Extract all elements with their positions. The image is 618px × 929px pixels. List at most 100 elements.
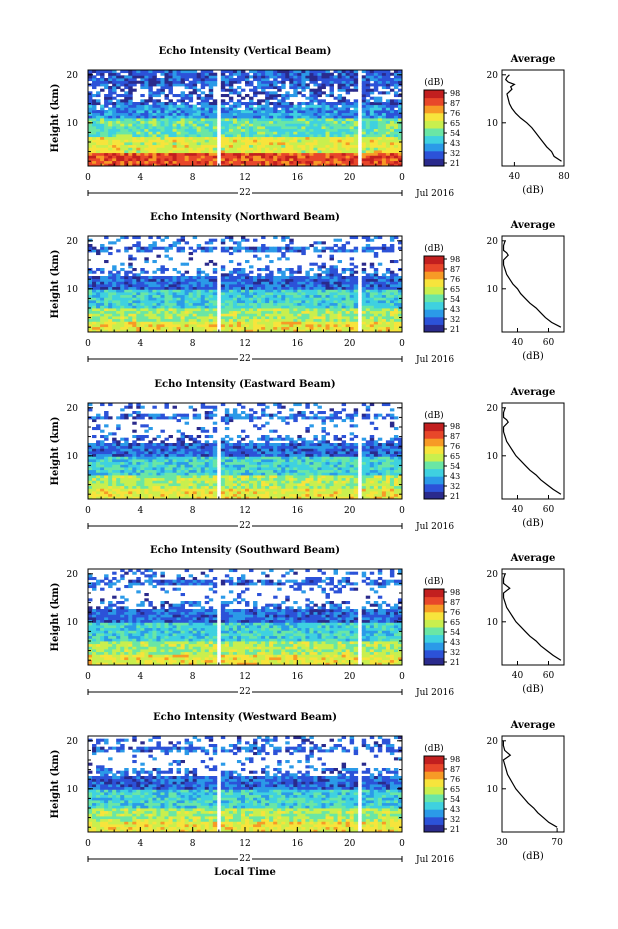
heatmap-cell — [293, 163, 298, 167]
heatmap-cell — [333, 126, 338, 130]
heatmap-cell — [104, 115, 109, 119]
heatmap-cell — [108, 147, 113, 151]
heatmap-cell — [232, 144, 238, 148]
heatmap-cell — [88, 294, 93, 298]
heatmap-cell — [265, 313, 270, 317]
heatmap-cell — [88, 78, 93, 82]
heatmap-cell — [104, 131, 109, 135]
heatmap-cell — [253, 139, 258, 143]
heatmap-cell — [132, 104, 137, 108]
heatmap-cell — [200, 313, 206, 317]
heatmap-cell — [188, 284, 194, 288]
heatmap-cell — [289, 292, 294, 296]
heatmap-cell — [285, 120, 290, 124]
heatmap-cell — [212, 302, 218, 306]
heatmap-cell — [168, 144, 173, 148]
heatmap-cell — [232, 158, 238, 162]
heatmap-cell — [132, 123, 137, 127]
heatmap-cell — [124, 120, 129, 124]
heatmap-cell — [200, 126, 206, 130]
heatmap-cell — [120, 144, 125, 148]
heatmap-cell — [132, 120, 137, 124]
colorbar-swatch — [424, 112, 444, 121]
heatmap-cell — [381, 246, 387, 250]
heatmap-cell — [281, 326, 286, 330]
x-tick-label: 8 — [190, 173, 196, 183]
heatmap-cell — [108, 120, 113, 124]
heatmap-cell — [313, 155, 318, 159]
heatmap-cell — [289, 78, 294, 82]
heatmap-cell — [341, 96, 347, 100]
heatmap-cell — [124, 75, 129, 79]
heatmap-cell — [104, 493, 109, 497]
heatmap-cell — [397, 493, 403, 497]
heatmap-cell — [397, 300, 403, 304]
heatmap-cell — [236, 112, 242, 116]
heatmap-cell — [112, 286, 117, 290]
heatmap-cell — [228, 142, 234, 146]
heatmap-cell — [397, 302, 403, 306]
heatmap-cell — [180, 318, 186, 322]
heatmap-cell — [377, 123, 383, 127]
heatmap-cell — [317, 70, 322, 74]
heatmap-cell — [136, 80, 141, 84]
heatmap-cell — [228, 292, 234, 296]
heatmap-cell — [361, 318, 367, 322]
heatmap-cell — [253, 94, 258, 98]
month-label: Jul 2016 — [415, 189, 454, 199]
heatmap-cell — [208, 147, 214, 151]
heatmap-cell — [285, 147, 290, 151]
heatmap-cell — [188, 281, 194, 285]
heatmap-cell — [148, 94, 153, 98]
heatmap-cell — [281, 134, 286, 138]
heatmap-cell — [245, 134, 250, 138]
heatmap-cell — [321, 324, 326, 328]
heatmap-cell — [269, 278, 274, 282]
heatmap-cell — [393, 491, 399, 495]
heatmap-cell — [236, 144, 242, 148]
heatmap-cell — [172, 110, 177, 114]
heatmap-cell — [176, 289, 181, 293]
heatmap-cell — [88, 278, 93, 282]
heatmap-cell — [104, 123, 109, 127]
heatmap-cell — [184, 131, 190, 135]
heatmap-cell — [108, 78, 113, 82]
heatmap-cell — [228, 294, 234, 298]
heatmap-cell — [321, 302, 326, 306]
heatmap-cell — [369, 91, 375, 95]
heatmap-cell — [293, 107, 298, 111]
heatmap-cell — [140, 139, 145, 143]
heatmap-cell — [236, 86, 242, 90]
heatmap-cell — [152, 107, 157, 111]
heatmap-cell — [184, 120, 190, 124]
heatmap-cell — [397, 496, 403, 500]
heatmap-cell — [220, 297, 226, 301]
heatmap-cell — [188, 83, 194, 87]
heatmap-cell — [168, 316, 173, 320]
heatmap-cell — [313, 88, 318, 92]
heatmap-cell — [285, 318, 290, 322]
heatmap-cell — [200, 120, 206, 124]
heatmap-cell — [257, 72, 262, 76]
heatmap-cell — [369, 107, 375, 111]
heatmap-cell — [212, 488, 218, 492]
heatmap-cell — [389, 297, 395, 301]
heatmap-cell — [321, 488, 326, 492]
heatmap-cell — [176, 94, 181, 98]
heatmap-cell — [196, 493, 202, 497]
heatmap-cell — [236, 126, 242, 130]
heatmap-cell — [116, 163, 121, 167]
heatmap-cell — [297, 324, 302, 328]
heatmap-cell — [204, 96, 210, 100]
heatmap-cell — [104, 155, 109, 159]
heatmap-cell — [116, 120, 121, 124]
heatmap-cell — [261, 104, 266, 108]
heatmap-cell — [212, 294, 218, 298]
heatmap-cell — [309, 70, 314, 74]
heatmap-cell — [96, 158, 101, 162]
heatmap-cell — [164, 155, 169, 159]
heatmap-cell — [257, 144, 262, 148]
heatmap-cell — [148, 83, 153, 87]
heatmap-cell — [365, 102, 371, 106]
heatmap-cell — [261, 244, 266, 248]
